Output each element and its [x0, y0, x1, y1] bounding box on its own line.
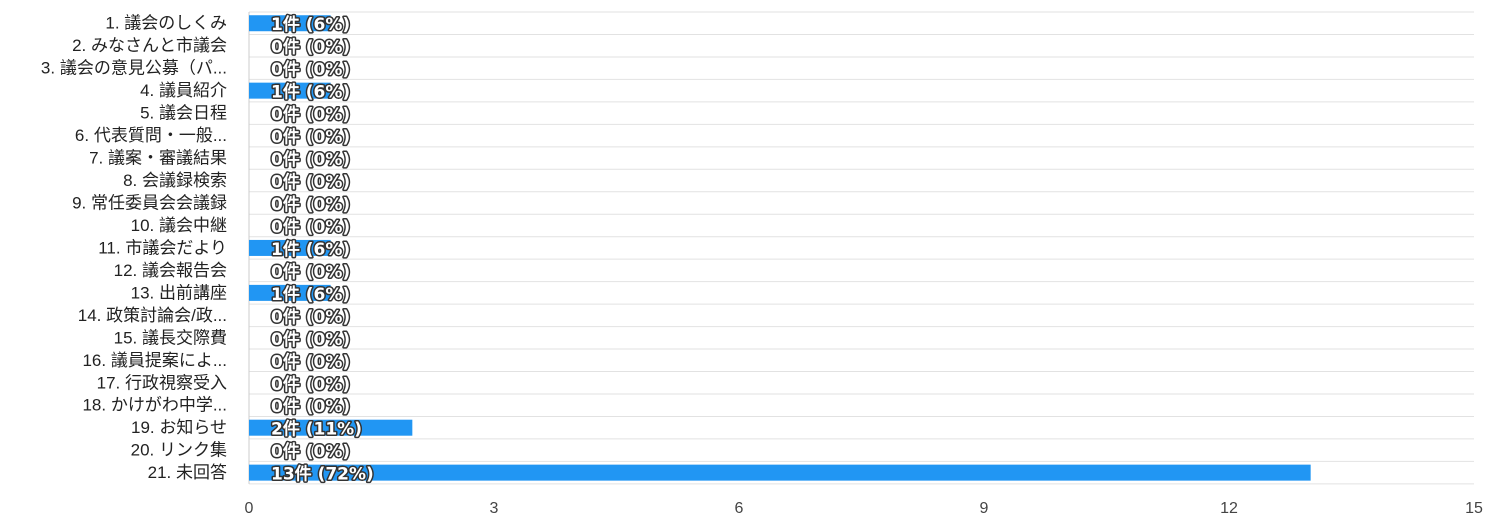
category-label: 3. 議会の意見公募（パ... [41, 59, 227, 78]
x-tick-label: 9 [980, 500, 989, 517]
category-label: 21. 未回答 [148, 463, 227, 482]
category-label: 6. 代表質問・一般... [75, 126, 227, 145]
category-label: 4. 議員紹介 [140, 81, 227, 100]
category-label: 19. お知らせ [131, 418, 227, 437]
category-label: 9. 常任委員会会議録 [72, 193, 227, 212]
category-label: 16. 議員提案によ... [82, 351, 227, 370]
category-label: 13. 出前講座 [131, 283, 227, 302]
category-label: 12. 議会報告会 [114, 261, 227, 280]
data-label: 0件 (0%) [271, 306, 350, 327]
data-label: 13件 (72%) [271, 464, 374, 485]
category-labels: 1. 議会のしくみ 2. みなさんと市議会 3. 議会の意見公募（パ... 4. 議員… [41, 14, 227, 482]
data-label: 0件 (0%) [271, 351, 350, 372]
data-label: 0件 (0%) [271, 127, 350, 148]
data-label: 0件 (0%) [271, 374, 350, 395]
data-label: 0件 (0%) [271, 216, 350, 237]
data-label: 2件 (11%) [271, 419, 362, 440]
x-tick-label: 15 [1465, 500, 1483, 517]
category-label: 2. みなさんと市議会 [72, 36, 227, 55]
bar [249, 464, 1311, 481]
category-label: 11. 市議会だより [98, 238, 227, 257]
data-label: 0件 (0%) [271, 172, 350, 193]
category-label: 8. 会議録検索 [123, 171, 227, 190]
category-label: 10. 議会中継 [131, 216, 227, 235]
data-label: 0件 (0%) [271, 441, 350, 462]
data-label: 0件 (0%) [271, 261, 350, 282]
category-label: 14. 政策討論会/政... [78, 306, 227, 325]
data-label: 0件 (0%) [271, 104, 350, 125]
data-label: 0件 (0%) [271, 396, 350, 417]
x-axis-ticks: 0 3 6 9 12 15 [245, 500, 1483, 517]
category-label: 5. 議会日程 [140, 104, 227, 123]
data-label: 0件 (0%) [271, 194, 350, 215]
x-tick-label: 6 [735, 500, 744, 517]
data-labels: 1件 (6%)0件 (0%)0件 (0%)1件 (6%)0件 (0%)0件 (0… [270, 13, 376, 486]
data-label: 0件 (0%) [271, 37, 350, 58]
data-label: 1件 (6%) [271, 14, 350, 35]
category-label: 18. かけがわ中学... [82, 396, 227, 415]
bar [249, 239, 331, 256]
data-label: 0件 (0%) [271, 149, 350, 170]
x-tick-label: 0 [245, 500, 254, 517]
grid-lines [248, 11, 1474, 485]
category-label: 20. リンク集 [131, 441, 227, 460]
category-label: 7. 議案・審議結果 [89, 149, 227, 168]
x-tick-label: 12 [1220, 500, 1238, 517]
data-label: 0件 (0%) [271, 329, 350, 350]
category-label: 15. 議長交際費 [114, 328, 227, 347]
bar [249, 284, 331, 301]
data-label: 0件 (0%) [271, 59, 350, 80]
data-label: 1件 (6%) [271, 284, 350, 305]
bars [249, 15, 1311, 481]
data-label: 1件 (6%) [271, 82, 350, 103]
bar [249, 419, 413, 436]
data-label: 1件 (6%) [271, 239, 350, 260]
category-label: 1. 議会のしくみ [105, 14, 227, 33]
bar [249, 15, 331, 32]
x-tick-label: 3 [490, 500, 499, 517]
category-label: 17. 行政視察受入 [97, 373, 227, 392]
bar [249, 82, 331, 99]
